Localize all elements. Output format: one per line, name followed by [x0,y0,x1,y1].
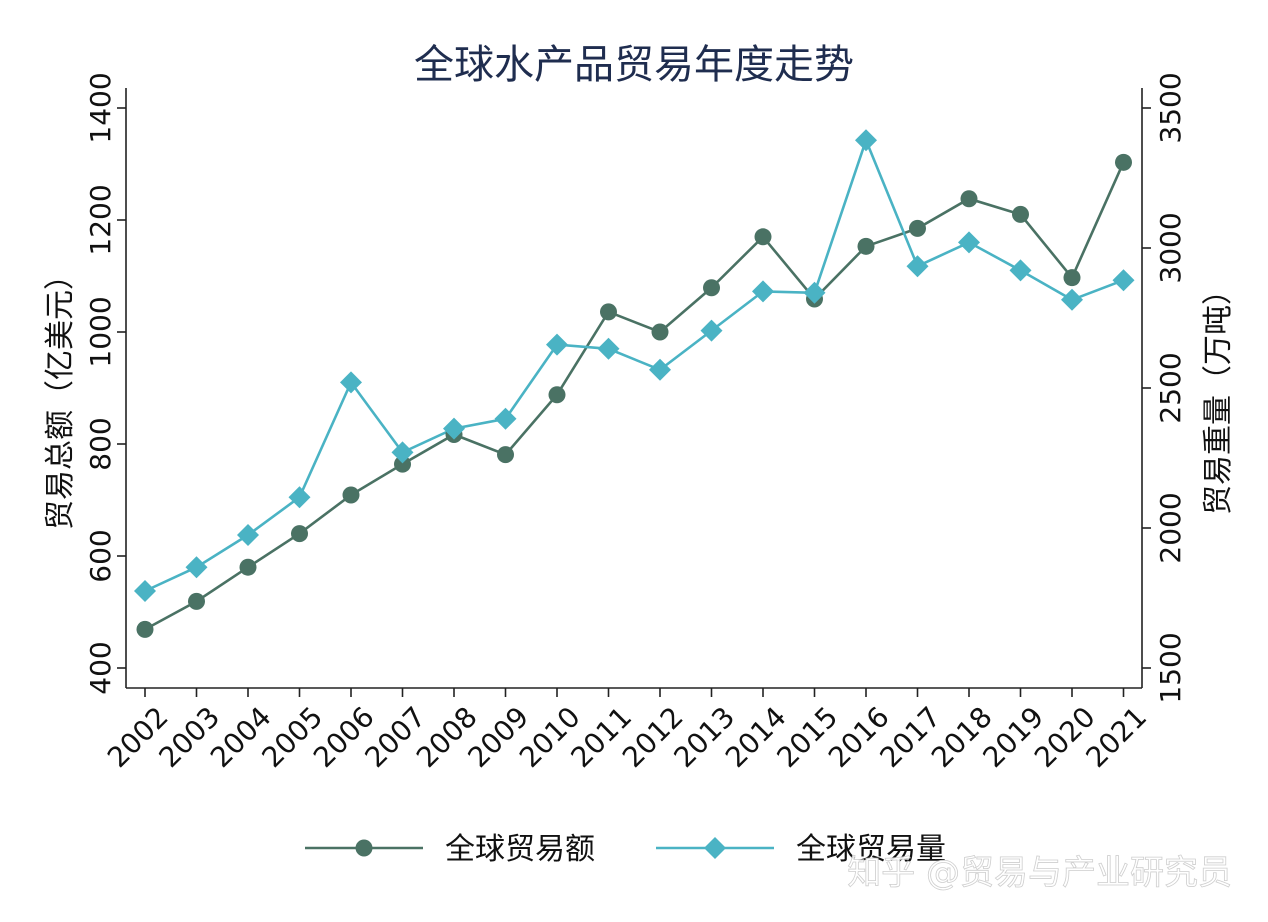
series-markers [134,129,1135,638]
y-left-tick-label: 1200 [84,184,117,255]
point-1-1 [185,556,208,579]
point-0-5 [394,455,411,473]
point-1-12 [752,280,774,303]
point-0-19 [1115,153,1132,171]
series-line-1 [144,136,1124,593]
point-1-9 [597,337,620,360]
point-0-0 [136,620,154,638]
point-1-8 [546,333,568,356]
point-0-16 [960,190,978,208]
point-0-9 [600,303,617,321]
point-1-2 [237,524,259,546]
point-0-1 [188,592,205,610]
point-0-15 [909,219,926,237]
y-axis-left-title: 贸易总额（亿美元） [43,260,78,530]
point-1-16 [958,231,980,254]
legend: 全球贸易额 全球贸易量 [305,832,946,867]
y-left-tick-label: 1000 [84,296,117,367]
watermark: 知乎 @贸易与产业研究员 [847,853,1232,893]
point-0-14 [857,237,875,255]
point-1-0 [134,580,156,602]
point-1-4 [340,371,362,394]
point-1-11 [700,319,723,342]
point-0-7 [497,446,514,464]
point-0-10 [651,323,669,341]
y-left-tick-label: 400 [84,641,117,694]
point-1-7 [494,407,517,430]
y-axis-right-title: 贸易重量（万吨） [1201,275,1236,515]
point-0-4 [342,486,360,504]
point-0-12 [754,228,772,246]
legend-marker-0 [355,839,373,857]
point-0-11 [703,279,720,297]
chart-title: 全球水产品贸易年度走势 [414,42,854,88]
y-right-tick-label: 3000 [1154,212,1187,283]
point-1-3 [288,486,311,509]
point-0-17 [1012,205,1029,223]
y-left-tick-label: 800 [84,417,117,470]
legend-marker-1 [704,837,726,859]
point-1-19 [1112,269,1135,292]
point-1-10 [649,358,671,381]
point-0-2 [239,558,257,576]
point-1-13 [803,281,826,304]
point-1-18 [1061,288,1083,311]
y-left-tick-label: 600 [84,529,117,582]
y-right-tick-label: 1500 [1154,632,1187,703]
legend-label-0: 全球贸易额 [445,832,595,867]
point-0-3 [291,525,308,543]
axes: 400 600 800 1000 1200 1400 1500 2000 2500 3000 350… [84,72,1187,774]
point-1-15 [906,255,929,278]
series-line-0 [144,161,1125,631]
point-1-6 [443,417,465,440]
y-right-tick-label: 2500 [1154,352,1187,423]
y-right-tick-label: 2000 [1154,492,1187,563]
point-1-14 [855,129,877,152]
point-1-17 [1009,259,1032,282]
y-left-tick-label: 1400 [84,72,117,143]
point-0-18 [1063,269,1081,287]
point-1-5 [391,441,414,464]
y-right-tick-label: 3500 [1154,72,1187,143]
point-0-8 [548,386,566,404]
legend-label-1: 全球贸易量 [796,832,946,867]
series-lines [144,136,1125,631]
x-tick-label: 2021 [1079,700,1153,774]
